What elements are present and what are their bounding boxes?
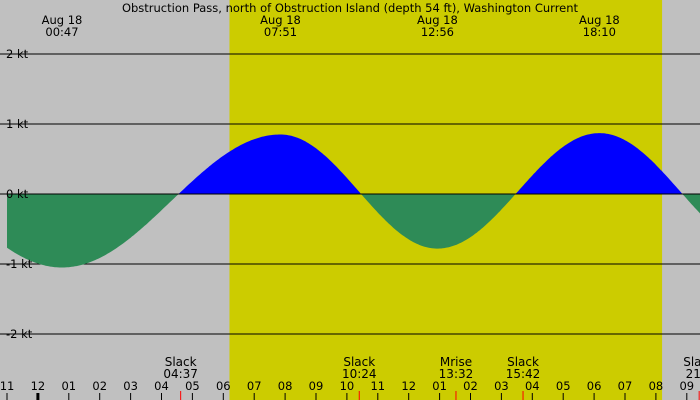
extreme-time: 18:10	[583, 25, 616, 39]
slack: Slack21:2	[683, 355, 700, 400]
extreme-time: 00:47	[45, 25, 78, 39]
ebb-current-area	[7, 194, 700, 268]
flood-current-area	[7, 133, 700, 194]
slack-time: 10:24	[342, 367, 377, 381]
x-tick-label: 04	[154, 379, 169, 393]
x-tick-label: 01	[61, 379, 76, 393]
extreme-time: 07:51	[264, 25, 297, 39]
slack-time: 15:42	[506, 367, 541, 381]
slack-label: Slack	[683, 355, 700, 369]
x-tick-label: 05	[556, 379, 571, 393]
x-tick-label: 04	[525, 379, 540, 393]
extreme-date: Aug 18	[417, 13, 458, 27]
grid-lines	[0, 53, 700, 335]
moonrise-label: Mrise	[440, 355, 472, 369]
chart-title: Obstruction Pass, north of Obstruction I…	[122, 1, 579, 15]
y-tick-label: 0 kt	[6, 187, 29, 201]
moonrise-time: 13:32	[439, 367, 474, 381]
slack-time: 04:37	[163, 367, 198, 381]
slack-label: Slack	[165, 355, 197, 369]
y-tick-label: 1 kt	[6, 117, 29, 131]
x-tick-label: 08	[649, 379, 664, 393]
slack-time: 21:2	[686, 367, 700, 381]
y-tick-label: -1 kt	[6, 257, 33, 271]
x-tick-label: 02	[463, 379, 478, 393]
x-tick-label: 09	[679, 379, 694, 393]
x-tick-label: 01	[432, 379, 447, 393]
extreme-date: Aug 18	[42, 13, 83, 27]
x-tick-label: 12	[401, 379, 416, 393]
slack-label: Slack	[343, 355, 375, 369]
x-tick-label: 06	[587, 379, 602, 393]
x-tick-label: 08	[278, 379, 293, 393]
extreme-time: 12:56	[421, 25, 454, 39]
y-tick-label: 2 kt	[6, 47, 29, 61]
x-tick-label: 10	[340, 379, 355, 393]
x-tick-label: 11	[370, 379, 385, 393]
x-tick-label: 07	[618, 379, 633, 393]
y-axis-ticks: 2 kt 1 kt 0 kt -1 kt -2 kt	[6, 47, 33, 341]
x-tick-label: 07	[247, 379, 262, 393]
x-tick-label: 03	[494, 379, 509, 393]
slack-and-moon-labels: Slack04:37Slack10:24Slack15:42Slack21:2M…	[163, 355, 700, 400]
y-tick-label: -2 kt	[6, 327, 33, 341]
x-tick-label: 03	[123, 379, 138, 393]
x-tick-label: 12	[31, 379, 46, 393]
x-tick-label: 05	[185, 379, 200, 393]
x-tick-label: 09	[309, 379, 324, 393]
x-tick-label: 06	[216, 379, 231, 393]
extreme-date: Aug 18	[579, 13, 620, 27]
x-tick-label: 11	[0, 379, 14, 393]
x-axis-hours: 11 12 01 02 03 04 05 06 07 08 09 10 11 12 01 02 03 04 05 06…	[0, 379, 694, 400]
slack-label: Slack	[507, 355, 539, 369]
x-tick-label: 02	[92, 379, 107, 393]
extreme-date: Aug 18	[260, 13, 301, 27]
